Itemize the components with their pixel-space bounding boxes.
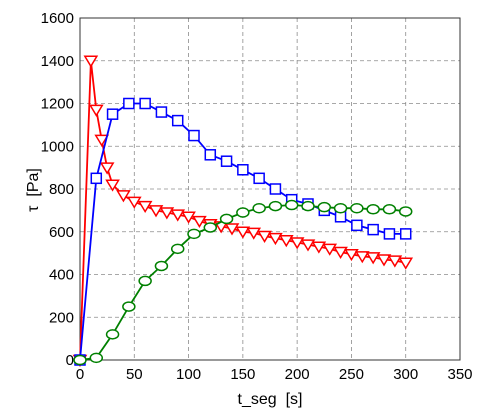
data-point	[126, 196, 142, 209]
data-point	[383, 228, 396, 240]
data-point	[220, 155, 233, 167]
data-point	[138, 275, 152, 287]
x-tick-label: 50	[126, 366, 143, 383]
data-point	[219, 213, 234, 225]
data-point	[154, 260, 169, 272]
data-point	[322, 243, 338, 256]
data-point	[252, 202, 266, 214]
series-layer	[72, 55, 414, 367]
data-point	[181, 211, 196, 224]
data-point	[122, 301, 136, 312]
y-tick-label: 400	[49, 267, 74, 284]
data-point	[351, 219, 363, 232]
data-point	[376, 254, 392, 267]
data-point	[235, 226, 251, 239]
x-tick-label: 350	[447, 366, 472, 383]
data-point	[204, 149, 217, 161]
x-tick-label: 300	[393, 366, 418, 383]
y-tick-label: 200	[49, 309, 74, 326]
data-point	[367, 223, 379, 236]
y-tick-label: 1200	[41, 96, 74, 113]
data-point	[311, 241, 327, 254]
data-point	[171, 114, 184, 127]
data-point	[237, 164, 249, 176]
data-point	[192, 215, 207, 229]
data-point	[366, 204, 380, 215]
data-point	[387, 255, 403, 268]
data-point	[90, 172, 103, 185]
data-point	[398, 206, 413, 217]
data-point	[123, 97, 135, 110]
data-point	[203, 222, 218, 233]
data-point	[94, 134, 110, 147]
data-point	[344, 248, 359, 262]
data-point	[301, 200, 315, 212]
data-point	[188, 129, 200, 142]
data-point	[300, 239, 316, 252]
data-point	[170, 209, 186, 222]
data-point	[269, 183, 282, 195]
data-point	[137, 200, 153, 214]
data-point	[268, 200, 283, 212]
y-tick-label: 1400	[41, 53, 74, 70]
y-axis-label: τ [Pa]	[25, 168, 42, 212]
data-point	[139, 97, 151, 110]
axis-ticks: 0 50 100 150 200 250 300 350 0 200 400 600 800 1000 12…	[41, 10, 473, 383]
data-point	[155, 106, 168, 118]
x-axis-label: t_seg [s]	[238, 391, 303, 408]
data-point	[246, 227, 262, 240]
series-circle	[73, 199, 413, 366]
x-tick-label: 250	[339, 366, 364, 383]
data-point	[253, 172, 265, 185]
y-tick-label: 800	[49, 181, 74, 198]
data-point	[333, 202, 348, 214]
data-point	[106, 108, 119, 120]
data-point	[73, 354, 87, 366]
data-point	[148, 205, 164, 218]
data-point	[170, 243, 185, 255]
data-point	[224, 223, 240, 236]
y-tick-label: 600	[49, 224, 74, 241]
data-point	[105, 329, 120, 340]
data-point	[289, 237, 305, 250]
x-tick-label: 0	[76, 366, 84, 383]
data-point	[317, 201, 332, 213]
data-point	[116, 190, 131, 203]
x-tick-label: 100	[176, 366, 201, 383]
data-point	[398, 257, 414, 270]
data-point	[187, 228, 201, 240]
data-point	[89, 352, 104, 364]
x-tick-label: 150	[230, 366, 255, 383]
x-tick-label: 200	[285, 366, 310, 383]
data-point	[354, 251, 370, 264]
data-point	[159, 207, 175, 220]
data-point	[333, 246, 348, 260]
data-point	[257, 230, 272, 243]
data-point	[399, 228, 412, 240]
y-tick-label: 1000	[41, 138, 74, 155]
data-point	[382, 204, 397, 215]
data-point	[99, 162, 115, 175]
data-point	[284, 199, 299, 211]
y-tick-label: 0	[66, 352, 74, 369]
data-point	[365, 252, 381, 265]
y-tick-label: 1600	[41, 10, 74, 27]
data-point	[88, 104, 104, 117]
data-point	[278, 235, 294, 248]
data-point	[83, 55, 99, 68]
plot-area	[79, 17, 461, 361]
series-square	[74, 97, 412, 366]
data-point	[350, 202, 364, 214]
data-point	[268, 232, 283, 246]
data-point	[236, 207, 250, 218]
grid	[80, 18, 460, 360]
data-point	[105, 179, 120, 192]
